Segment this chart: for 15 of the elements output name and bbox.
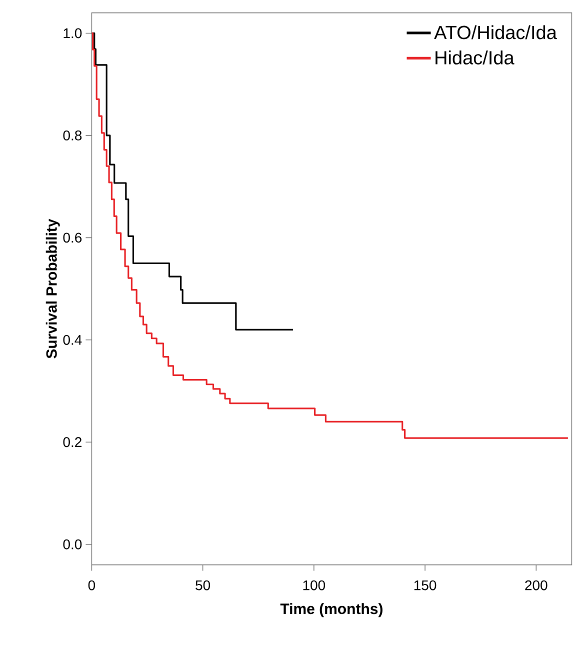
y-tick-label: 0.0 — [63, 539, 82, 550]
y-tick-label: 1.0 — [64, 28, 82, 38]
y-tick-label: 0.2 — [63, 437, 82, 448]
x-tick-label: 200 — [525, 580, 548, 590]
x-tick-label: 50 — [196, 580, 210, 590]
x-tick-label: 100 — [303, 580, 326, 590]
legend-label: ATO/Hidac/Ida — [434, 25, 557, 40]
x-axis-title: Time (months) — [280, 603, 382, 618]
legend-label: Hidac/Ida — [436, 50, 514, 64]
x-tick-label: 150 — [414, 580, 436, 590]
y-tick-label: 0.8 — [63, 130, 82, 140]
y-tick-label: 0.4 — [63, 334, 82, 345]
y-tick-label: 0.6 — [63, 232, 82, 243]
x-tick-label: 0 — [88, 580, 96, 590]
y-axis-title: Survival Probability — [46, 218, 60, 358]
